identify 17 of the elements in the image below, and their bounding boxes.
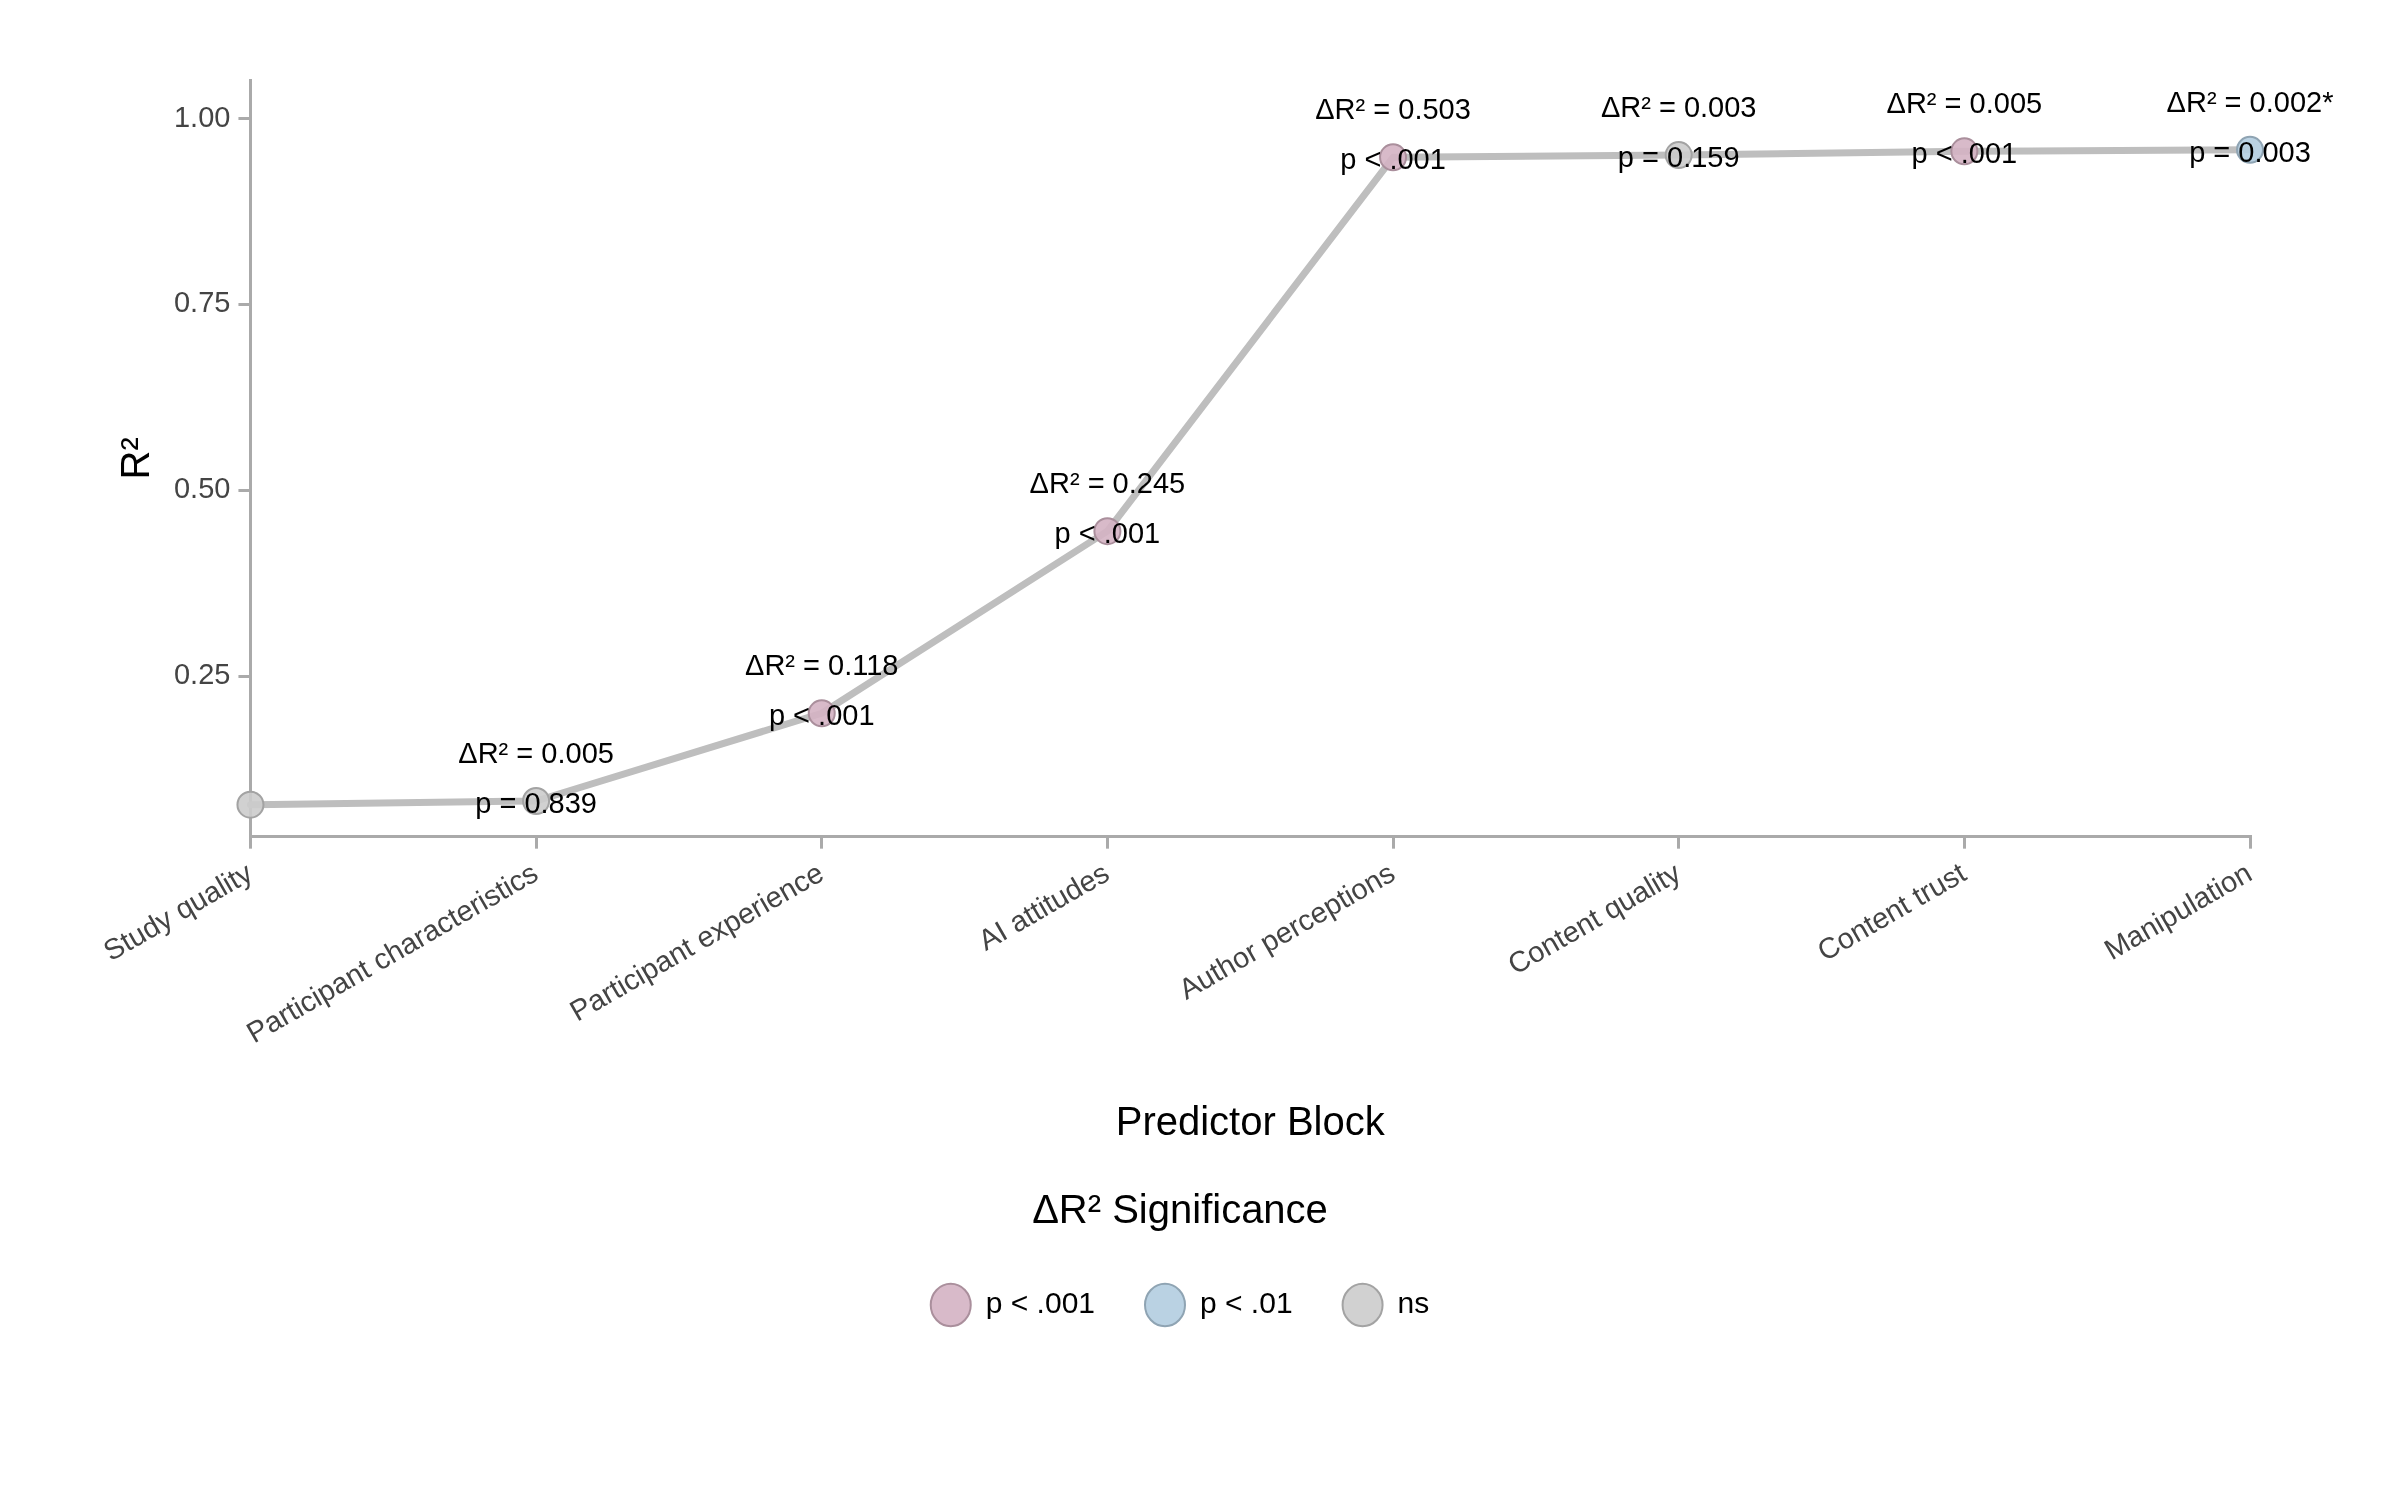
annotation: ΔR² = 0.002* p = 0.003 [2166,85,2334,168]
legend-label: p < .001 [985,1286,1095,1320]
annotation: ΔR² = 0.118 p < .001 [745,649,899,732]
y-axis-title: R² [113,437,158,480]
y-tick-label: 0.25 [173,658,231,691]
y-tick-label: 1.00 [173,100,231,133]
annotation: ΔR² = 0.503 p < .001 [1315,93,1471,176]
y-tick-label: 0.50 [173,472,231,505]
annotation: ΔR² = 0.005 p < .001 [1886,87,2043,170]
legend-title: ΔR² Significance [1032,1187,1328,1232]
annotation: ΔR² = 0.005 p = 0.839 [458,736,614,819]
y-tick-label: 0.75 [173,286,231,319]
annotation: ΔR² = 0.003 p = 0.159 [1600,91,1757,174]
legend-label: ns [1397,1286,1430,1320]
annotation: ΔR² = 0.245 p < .001 [1029,467,1186,550]
x-axis-title: Predictor Block [1115,1099,1386,1144]
legend-label: p < .01 [1200,1286,1293,1320]
